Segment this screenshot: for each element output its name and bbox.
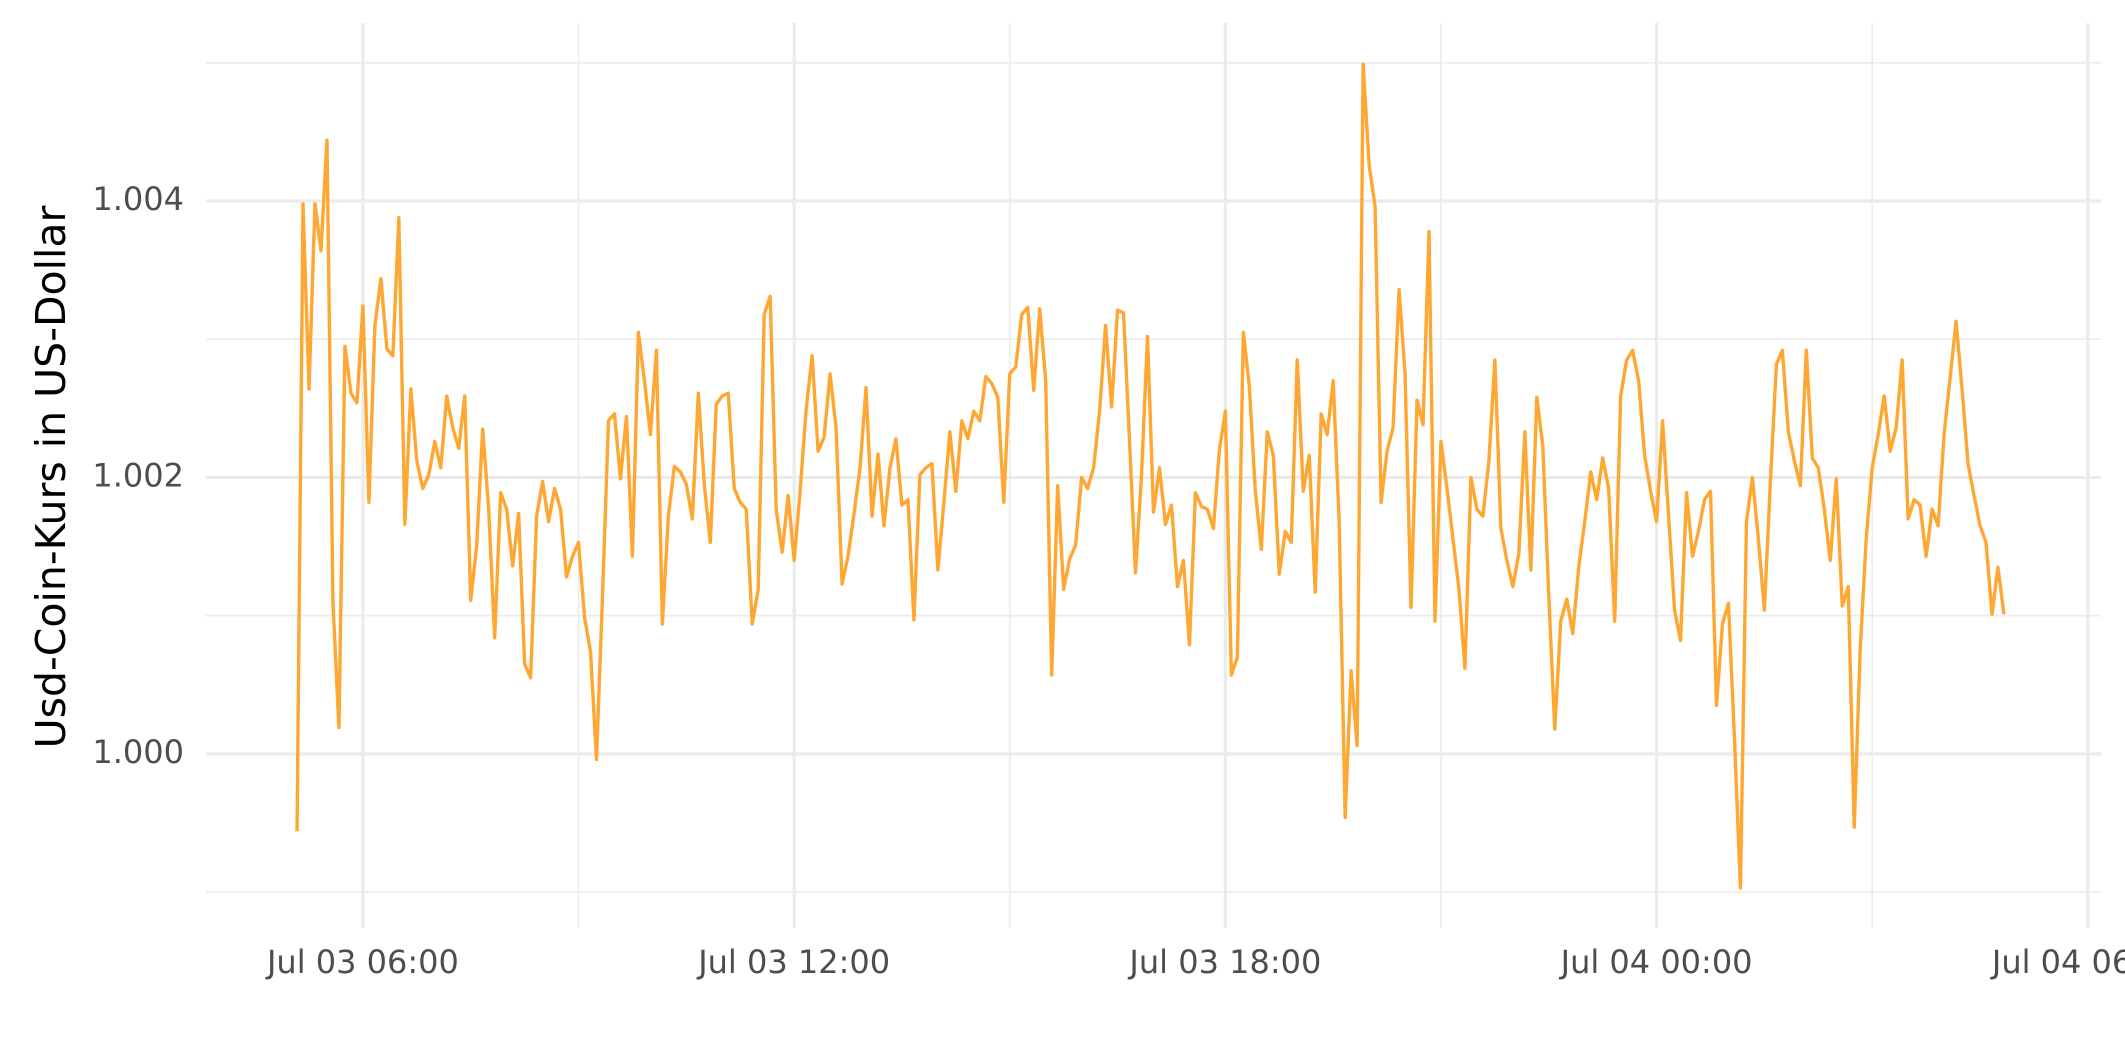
x-tick-label: Jul 04 00:00 (1559, 943, 1753, 981)
x-tick-label: Jul 04 06:00 (1990, 943, 2125, 981)
x-tick-label: Jul 03 12:00 (696, 943, 890, 981)
y-tick-label: 1.002 (92, 456, 184, 494)
plot-area (295, 62, 2006, 890)
x-tick-label: Jul 03 18:00 (1127, 943, 1321, 981)
y-tick-label: 1.000 (92, 733, 184, 771)
x-tick-label: Jul 03 06:00 (265, 943, 459, 981)
y-tick-label: 1.004 (92, 180, 184, 218)
data-line (295, 62, 2006, 890)
y-axis-title: Usd-Coin-Kurs in US-Dollar (27, 205, 75, 748)
axis-labels: 1.000 1.002 1.004 Jul 03 06:00 Jul 03 12:00 J… (92, 180, 2125, 981)
